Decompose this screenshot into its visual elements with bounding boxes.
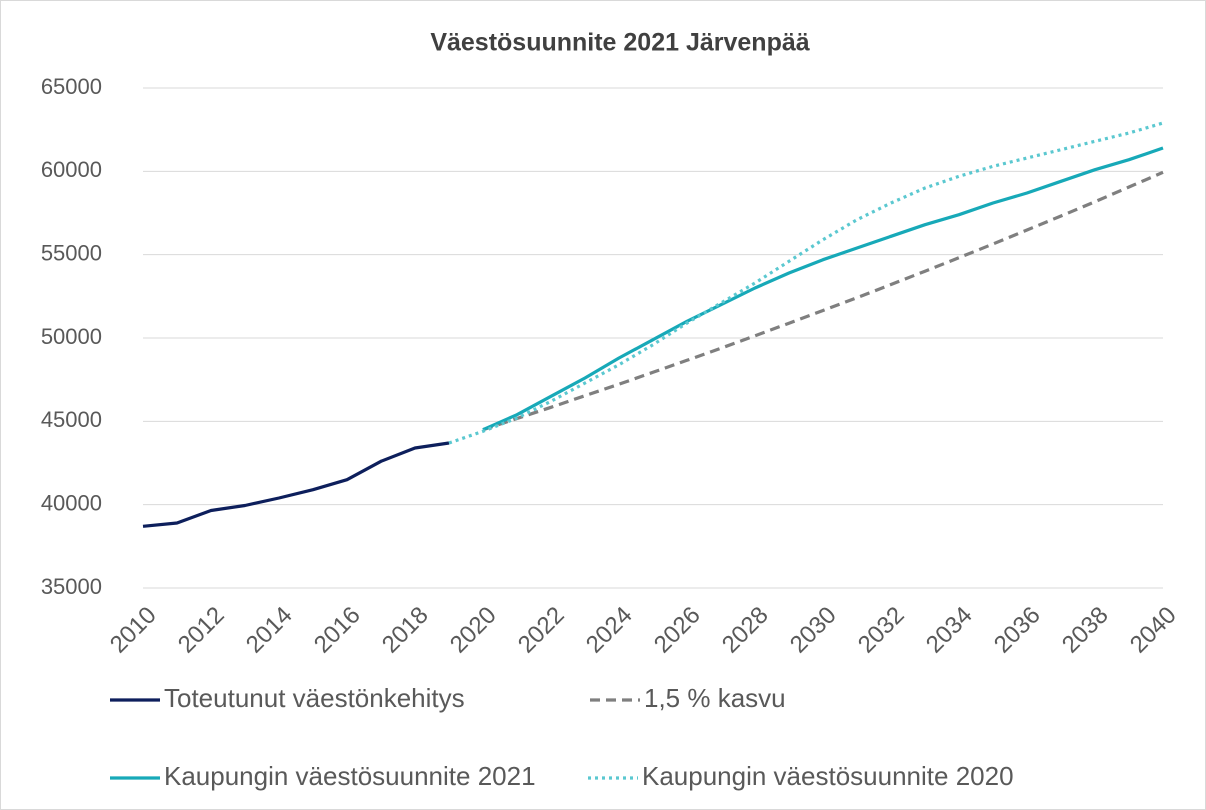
series-line — [482, 170, 1164, 432]
series-line — [142, 441, 450, 528]
y-tick-label: 35000 — [41, 574, 102, 599]
legend-label: Kaupungin väestösuunnite 2020 — [642, 761, 1014, 791]
series-line — [448, 121, 1164, 445]
y-tick-label: 40000 — [41, 490, 102, 515]
series-line — [482, 146, 1164, 432]
legend-label: Toteutunut väestönkehitys — [164, 683, 465, 713]
y-tick-label: 50000 — [41, 324, 102, 349]
legend-label: Kaupungin väestösuunnite 2021 — [164, 761, 536, 791]
y-tick-label: 45000 — [41, 407, 102, 432]
legend-label: 1,5 % kasvu — [644, 683, 786, 713]
y-tick-label: 55000 — [41, 240, 102, 265]
chart-title: Väestösuunnite 2021 Järvenpää — [430, 29, 809, 57]
y-tick-label: 60000 — [41, 157, 102, 182]
y-tick-label: 65000 — [41, 74, 102, 99]
